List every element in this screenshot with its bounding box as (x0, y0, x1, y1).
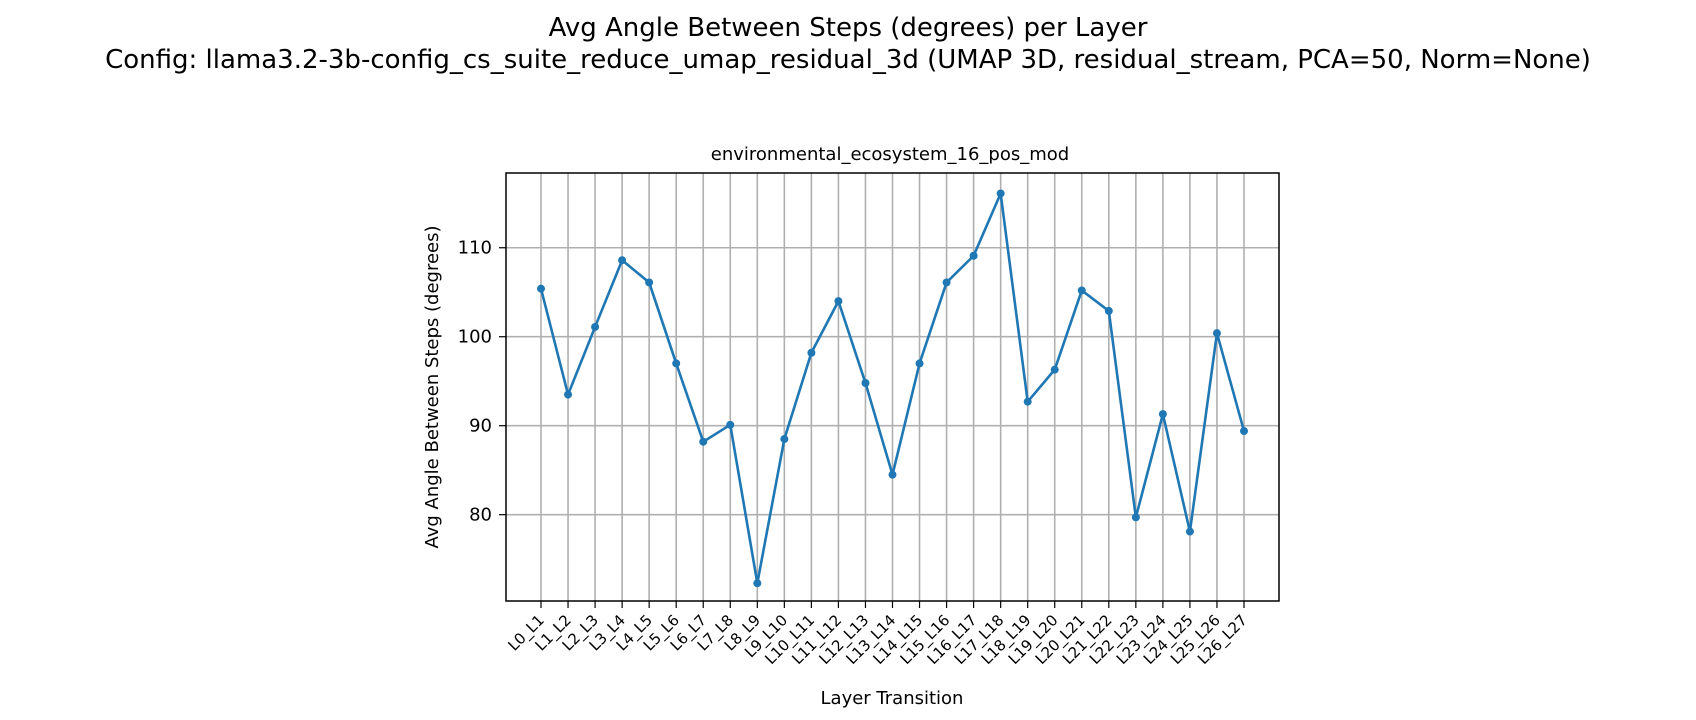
data-point-l25-l26 (1212, 329, 1221, 338)
x-axis-ticks: L0_L1L1_L2L2_L3L3_L4L4_L5L5_L6L6_L7L7_L8… (504, 601, 1252, 669)
data-point-l23-l24 (1158, 410, 1167, 419)
y-tick-label: 100 (458, 327, 492, 348)
data-point-l16-l17 (969, 251, 978, 260)
x-axis-label: Layer Transition (821, 688, 964, 709)
data-point-l13-l14 (888, 470, 897, 479)
data-point-l5-l6 (672, 359, 681, 368)
data-point-l17-l18 (996, 189, 1005, 198)
data-point-l9-l10 (780, 435, 789, 444)
marker-layer (537, 189, 1248, 588)
y-axis-ticks: 80 90 100 110 (458, 238, 506, 526)
y-axis-label: Avg Angle Between Steps (degrees) (422, 225, 443, 548)
data-point-l6-l7 (699, 437, 708, 446)
suptitle-line-1: Avg Angle Between Steps (degrees) per La… (549, 13, 1148, 43)
data-point-l15-l16 (942, 278, 951, 287)
y-tick-label: 80 (469, 505, 492, 526)
data-point-l19-l20 (1050, 365, 1059, 374)
suptitle-line-2: Config: llama3.2-3b-config_cs_suite_redu… (105, 45, 1591, 75)
grid-layer (506, 173, 1279, 601)
y-tick-label: 110 (458, 238, 492, 259)
data-point-l1-l2 (564, 390, 573, 399)
y-tick-label: 90 (469, 416, 492, 437)
data-point-l3-l4 (618, 256, 627, 265)
data-point-l14-l15 (915, 359, 924, 368)
data-point-l21-l22 (1104, 306, 1113, 315)
data-point-l11-l12 (834, 297, 843, 306)
axes-title: environmental_ecosystem_16_pos_mod (711, 144, 1069, 165)
data-point-l20-l21 (1077, 286, 1086, 295)
data-point-l12-l13 (861, 378, 870, 387)
data-point-l22-l23 (1131, 513, 1140, 522)
data-point-l18-l19 (1023, 397, 1032, 406)
data-point-l4-l5 (645, 278, 654, 287)
data-point-l26-l27 (1240, 427, 1248, 436)
data-point-l24-l25 (1185, 527, 1194, 536)
data-point-l8-l9 (753, 579, 762, 588)
data-point-l7-l8 (726, 420, 735, 429)
data-point-l10-l11 (807, 348, 816, 357)
data-point-l2-l3 (591, 322, 600, 331)
data-point-l0-l1 (537, 284, 545, 293)
